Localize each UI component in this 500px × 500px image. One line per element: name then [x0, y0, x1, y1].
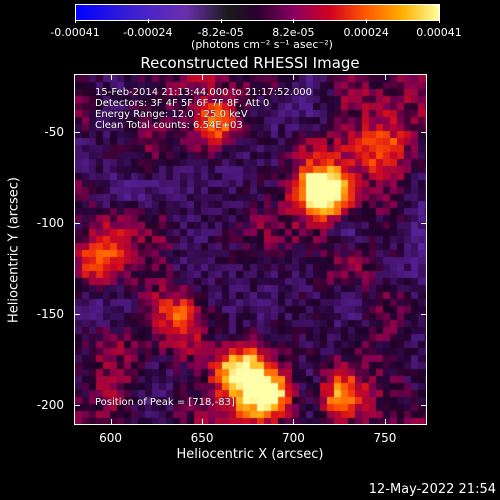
x-tick-mark — [293, 74, 295, 80]
x-tick-mark — [110, 74, 112, 80]
colorbar — [75, 4, 440, 21]
annotation-detectors: Detectors: 3F 4F 5F 6F 7F 8F, Att 0 — [95, 98, 270, 109]
colorbar-tick-label: -8.2e-05 — [197, 26, 244, 39]
y-tick-label: -50 — [44, 125, 64, 140]
x-tick-mark — [202, 74, 204, 80]
x-tick-mark — [384, 74, 386, 80]
x-tick-mark — [293, 419, 295, 425]
colorbar-tick-label: -0.00024 — [123, 26, 173, 39]
colorbar-tick-mark — [439, 19, 440, 23]
y-axis-label: Heliocentric Y (arcsec) — [6, 177, 22, 323]
x-tick-mark — [384, 419, 386, 425]
x-tick-label: 600 — [99, 431, 123, 445]
colorbar-tick-label: 0.00024 — [343, 26, 389, 39]
x-tick-label: 700 — [282, 431, 305, 445]
y-tick-mark — [74, 223, 80, 225]
y-tick-label: -200 — [36, 397, 64, 412]
y-tick-mark — [421, 132, 427, 134]
annotation-energy: Energy Range: 12.0 - 25.0 keV — [95, 109, 248, 120]
x-tick-mark — [110, 419, 112, 425]
colorbar-tick-label: 8.2e-05 — [272, 26, 315, 39]
annotation-method: Clean Total counts: 6.54E+03 — [95, 120, 243, 131]
y-tick-mark — [421, 223, 427, 225]
x-tick-mark — [202, 419, 204, 425]
colorbar-unit: (photons cm⁻² s⁻¹ asec⁻²) — [191, 38, 333, 51]
colorbar-tick-mark — [293, 19, 295, 23]
plot-title: Reconstructed RHESSI Image — [140, 54, 360, 72]
colorbar-tick-mark — [75, 19, 76, 23]
heatmap-plot: 15-Feb-2014 21:13:44.000 to 21:17:52.000… — [74, 74, 427, 425]
colorbar-tick-label: -0.00041 — [50, 26, 100, 39]
x-tick-label: 650 — [190, 431, 214, 445]
y-tick-mark — [421, 404, 427, 406]
x-axis-label: Heliocentric X (arcsec) — [176, 447, 324, 462]
y-tick-mark — [74, 314, 80, 316]
y-tick-mark — [74, 132, 80, 134]
y-tick-mark — [421, 314, 427, 316]
y-tick-label: -100 — [36, 216, 64, 231]
colorbar-tick-mark — [366, 19, 368, 23]
annotation-peak: Position of Peak = [718,-83] — [95, 397, 235, 408]
heatmap-image — [75, 75, 426, 424]
colorbar-tick-mark — [147, 19, 149, 23]
y-tick-mark — [74, 404, 80, 406]
timestamp: 12-May-2022 21:54 — [368, 482, 496, 497]
annotation-time: 15-Feb-2014 21:13:44.000 to 21:17:52.000 — [95, 87, 313, 98]
colorbar-tick-label: 0.00041 — [416, 26, 462, 39]
x-tick-label: 750 — [373, 431, 397, 445]
y-tick-label: -150 — [36, 307, 64, 322]
colorbar-tick-mark — [220, 19, 222, 23]
